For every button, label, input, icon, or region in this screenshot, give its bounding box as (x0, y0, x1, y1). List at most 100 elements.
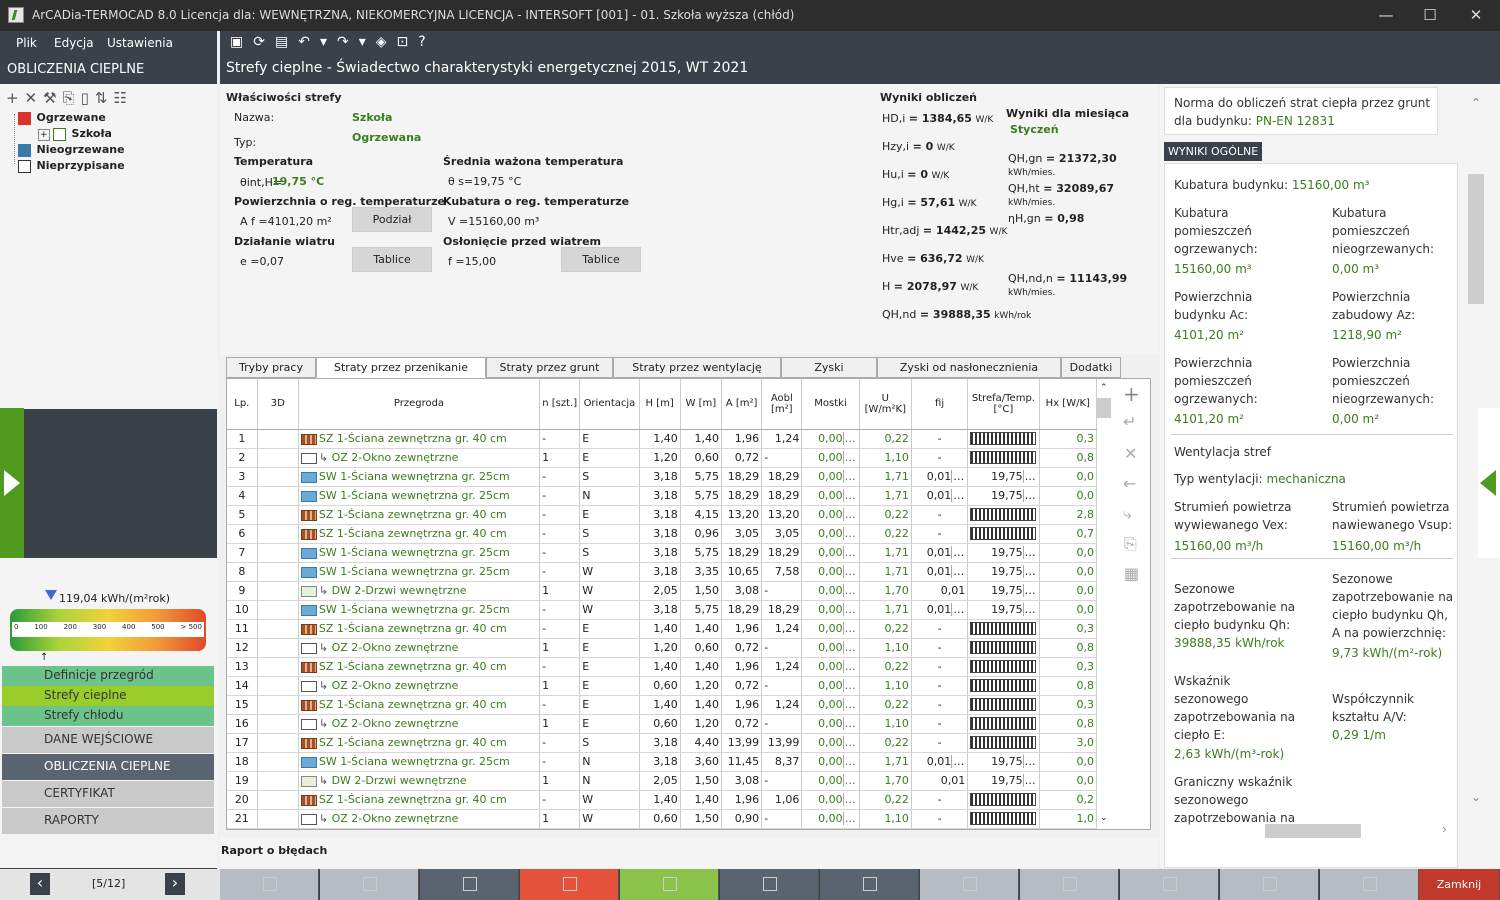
cell-strefa[interactable]: 19,75… (967, 467, 1040, 487)
pager-prev-button[interactable]: ‹ (30, 873, 50, 895)
cell-strefa[interactable]: 19,75… (967, 600, 1040, 620)
table-row[interactable]: 13 SZ 1-Ściana zewnętrzna gr. 40 cm - E 1,40… (227, 657, 1098, 677)
cell-w[interactable]: 5,75 (680, 543, 722, 563)
cell-orientacja[interactable]: S (579, 733, 640, 753)
cell-strefa[interactable] (967, 790, 1040, 810)
fij-more-button[interactable]: … (951, 565, 965, 578)
cell-przegroda[interactable]: ↳ DW 2-Drzwi wewnętrzne (298, 581, 541, 601)
cell-strefa[interactable] (967, 619, 1040, 639)
tab-3[interactable]: Straty przez wentylację (613, 357, 781, 378)
cell-3d[interactable] (257, 714, 299, 734)
cell-n[interactable]: - (539, 486, 581, 506)
column-header[interactable]: Strefa/Temp. [°C] (967, 379, 1040, 430)
tab-6[interactable]: Dodatki (1061, 357, 1121, 378)
mostki-more-button[interactable]: … (842, 793, 856, 806)
cell-3d[interactable] (257, 562, 299, 582)
table-row[interactable]: 15 SZ 1-Ściana zewnętrzna gr. 40 cm - E 1,40… (227, 695, 1098, 715)
mostki-more-button[interactable]: … (842, 508, 856, 521)
cell-przegroda[interactable]: SZ 1-Ściana zewnętrzna gr. 40 cm (298, 657, 541, 677)
lock-icon[interactable]: ⊡ (396, 34, 419, 50)
table-row[interactable]: 12 ↳ OZ 2-Okno zewnętrzne 1 E 1,20 0,60 0,72-0… (227, 638, 1098, 658)
cell-strefa[interactable] (967, 733, 1040, 753)
nav-strefy-cieplne[interactable]: Strefy cieplne (2, 686, 214, 706)
nav-strefy-chlodu[interactable]: Strefy chłodu (2, 706, 214, 726)
right-scroll-thumb[interactable] (1468, 174, 1484, 304)
cell-fij[interactable]: 0,01 (911, 581, 969, 601)
tab-2[interactable]: Straty przez grunt (486, 357, 613, 378)
cell-orientacja[interactable]: N (579, 771, 640, 791)
table-row[interactable]: 18 SW 1-Ściana wewnętrzna gr. 25cm - N 3,18 3… (227, 752, 1098, 772)
expand-icon[interactable]: + (38, 129, 50, 141)
cell-n[interactable]: - (539, 695, 581, 715)
refresh-icon[interactable]: ⟳ (253, 34, 275, 50)
bottom-button-2[interactable] (320, 869, 419, 900)
table-row[interactable]: 19 ↳ DW 2-Drzwi wewnętrzne 1 N 2,05 1,50 3,08-… (227, 771, 1098, 791)
cell-mostki[interactable]: 0,00… (801, 657, 860, 677)
copy-row-icon[interactable]: ⎘ (1124, 534, 1137, 553)
cell-n[interactable]: - (539, 505, 581, 525)
cell-w[interactable]: 0,96 (680, 524, 722, 544)
cell-n[interactable]: - (539, 467, 581, 487)
cell-3d[interactable] (257, 448, 299, 468)
cell-w[interactable]: 1,50 (680, 581, 722, 601)
cell-orientacja[interactable]: E (579, 657, 640, 677)
sort-icon[interactable]: ⇅ (94, 89, 114, 107)
cell-fij[interactable]: 0,01… (911, 752, 969, 772)
cell-h[interactable]: 3,18 (639, 543, 681, 563)
cell-w[interactable]: 3,60 (680, 752, 722, 772)
cell-n[interactable]: 1 (539, 676, 581, 696)
podzial-button[interactable]: Podział (352, 207, 432, 232)
mostki-more-button[interactable]: … (842, 622, 856, 635)
table-row[interactable]: 14 ↳ OZ 2-Okno zewnętrzne 1 E 0,60 1,20 0,72-0… (227, 676, 1098, 696)
cell-w[interactable]: 5,75 (680, 467, 722, 487)
cell-strefa[interactable] (967, 676, 1040, 696)
cell-3d[interactable] (257, 809, 299, 829)
cell-n[interactable]: 1 (539, 638, 581, 658)
delete-icon[interactable]: ✕ (24, 89, 44, 107)
cell-przegroda[interactable]: SW 1-Ściana wewnętrzna gr. 25cm (298, 600, 541, 620)
mostki-more-button[interactable]: … (842, 641, 856, 654)
cell-3d[interactable] (257, 733, 299, 753)
cell-n[interactable]: 1 (539, 714, 581, 734)
table-row[interactable]: 4 SW 1-Ściana wewnętrzna gr. 25cm - N 3,18 5,… (227, 486, 1098, 506)
table-row[interactable]: 1 SZ 1-Ściana zewnętrzna gr. 40 cm - E 1,40 1… (227, 429, 1098, 449)
h-scroll-thumb[interactable] (1265, 824, 1361, 838)
bottom-button-3[interactable] (420, 869, 519, 900)
zone-more-button[interactable]: … (1022, 774, 1036, 787)
nav-certyfikat[interactable]: CERTYFIKAT (2, 781, 214, 807)
cell-n[interactable]: - (539, 733, 581, 753)
cell-w[interactable]: 1,50 (680, 809, 722, 829)
cell-mostki[interactable]: 0,00… (801, 809, 860, 829)
cell-n[interactable]: 1 (539, 581, 581, 601)
redo-dropdown-icon[interactable]: ▾ (358, 34, 376, 50)
cell-h[interactable]: 1,40 (639, 429, 681, 449)
column-header[interactable]: H [m] (639, 379, 681, 430)
scroll-up-icon[interactable]: ⌃ (1100, 383, 1108, 393)
cell-w[interactable]: 1,40 (680, 657, 722, 677)
wind-tables-button[interactable]: Tablice (352, 247, 432, 272)
cell-strefa[interactable] (967, 429, 1040, 449)
cell-n[interactable]: - (539, 790, 581, 810)
tab-4[interactable]: Zyski wewnętrzne (781, 357, 877, 393)
cell-przegroda[interactable]: ↳ OZ 2-Okno zewnętrzne (298, 714, 541, 734)
undo-dropdown-icon[interactable]: ▾ (319, 34, 337, 50)
cell-h[interactable]: 3,18 (639, 752, 681, 772)
tab-1[interactable]: Straty przez przenikanie (316, 357, 486, 378)
cell-3d[interactable] (257, 429, 299, 449)
cell-strefa[interactable] (967, 505, 1040, 525)
scroll-down-icon[interactable]: ⌄ (1100, 813, 1108, 823)
cell-przegroda[interactable]: SW 1-Ściana wewnętrzna gr. 25cm (298, 543, 541, 563)
table-row[interactable]: 8 SW 1-Ściana wewnętrzna gr. 25cm - W 3,18 3,… (227, 562, 1098, 582)
cell-n[interactable]: 1 (539, 809, 581, 829)
table-row[interactable]: 2 ↳ OZ 2-Okno zewnętrzne 1 E 1,20 0,60 0,72-0,… (227, 448, 1098, 468)
cell-h[interactable]: 3,18 (639, 486, 681, 506)
collapse-right-toggle[interactable] (1478, 408, 1500, 558)
cell-przegroda[interactable]: ↳ OZ 2-Okno zewnętrzne (298, 809, 541, 829)
table-row[interactable]: 3 SW 1-Ściana wewnętrzna gr. 25cm - S 3,18 5,… (227, 467, 1098, 487)
mostki-more-button[interactable]: … (842, 660, 856, 673)
cell-przegroda[interactable]: SW 1-Ściana wewnętrzna gr. 25cm (298, 562, 541, 582)
table-row[interactable]: 6 SZ 1-Ściana zewnętrzna gr. 40 cm - S 3,18 0… (227, 524, 1098, 544)
scroll-thumb[interactable] (1097, 398, 1111, 418)
cell-orientacja[interactable]: E (579, 695, 640, 715)
cell-mostki[interactable]: 0,00… (801, 581, 860, 601)
